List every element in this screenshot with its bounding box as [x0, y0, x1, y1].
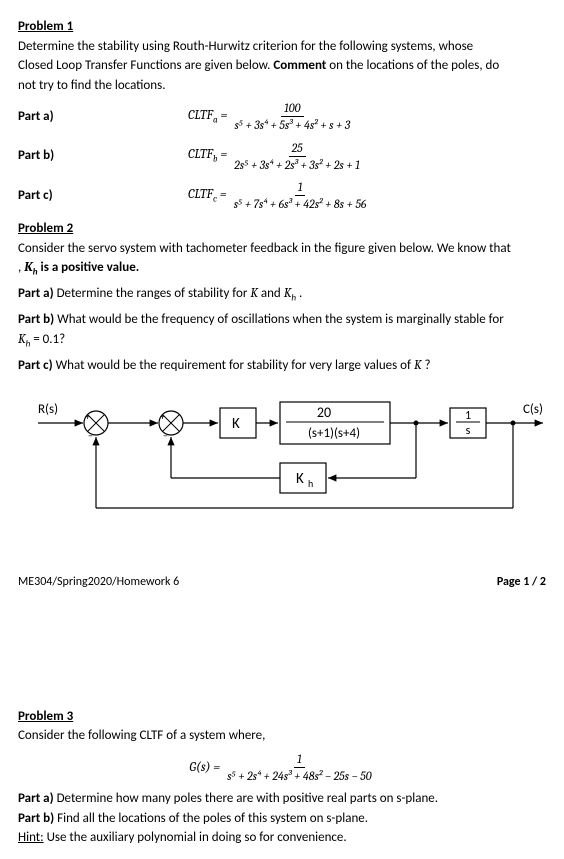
part-a-equation: CLTFa = 100 s⁵ + 3s⁴ + 5s³ + 4s² + s + 3: [188, 100, 353, 133]
problem3-title: Problem 3: [18, 708, 546, 726]
part-b-equation: CLTFb = 25 2s⁵ + 3s⁴ + 2s³ + 3s² + 2s + …: [188, 140, 363, 173]
part-c-label: Part c): [18, 187, 188, 205]
diagram-c-label: C(s): [523, 402, 543, 417]
problem3-part-a: Part a) Determine how many poles there a…: [18, 790, 546, 808]
cltf-c-sub: c: [213, 194, 217, 204]
p3b-pre: Part b): [18, 811, 57, 826]
problem2-part-a: Part a) Determine the ranges of stabilit…: [18, 285, 546, 305]
problem2-part-c: Part c) What would be the requirement fo…: [18, 357, 546, 375]
p2c-pre: Part c): [18, 358, 56, 373]
tf-den: (s+1)(s+4): [308, 426, 360, 441]
problem2-title: Problem 2: [18, 220, 546, 238]
part-b-label: Part b): [18, 147, 188, 165]
problem3-hint: Hint: Use the auxiliary polynomial in do…: [18, 829, 546, 847]
block-diagram-svg: R(s) + − + − K 20 (s+1)(s+4) 1 s C(s) K …: [18, 388, 546, 518]
problem2-line2: , Kh is a positive value.: [18, 259, 546, 279]
p3a-pre: Part a): [18, 791, 57, 806]
kh-block-sub: h: [308, 477, 313, 490]
problem1-intro2-suffix: on the locations of the poles, do: [326, 58, 499, 73]
p2b-kh: K: [18, 332, 26, 347]
cltf-b-num: 25: [289, 140, 306, 157]
problem2-part-b-line2: Kh = 0.1?: [18, 331, 546, 351]
diagram-r-label: R(s): [38, 402, 58, 417]
p3-num: 1: [294, 751, 305, 768]
problem3-intro: Consider the following CLTF of a system …: [18, 727, 546, 745]
p2b-text: What would be the frequency of oscillati…: [57, 312, 504, 327]
cltf-c-num: 1: [295, 179, 306, 196]
cltf-c-den: s⁵ + 7s⁴ + 6s³ + 42s² + 8s + 56: [231, 196, 370, 212]
p3-hint-pre: Hint:: [18, 830, 44, 845]
p3a-text: Determine how many poles there are with …: [57, 791, 439, 806]
part-c-equation: CLTFc = 1 s⁵ + 7s⁴ + 6s³ + 42s² + 8s + 5…: [188, 179, 369, 212]
svg-text:−: −: [163, 429, 168, 442]
p2a-pre: Part a): [18, 286, 57, 301]
problem1-intro-line2: Closed Loop Transfer Functions are given…: [18, 57, 546, 75]
p2a-and: and: [258, 286, 284, 301]
problem2-line1: Consider the servo system with tachomete…: [18, 240, 546, 258]
p2a-text: Determine the ranges of stability for: [57, 286, 251, 301]
p2b-eq: = 0.1?: [30, 332, 65, 347]
cltf-b-lhs: CLTF: [188, 147, 213, 162]
problem1-intro-line3: not try to find the locations.: [18, 77, 546, 95]
problem1-title: Problem 1: [18, 18, 546, 36]
problem3-equation: G(s) = 1 s⁵ + 2s⁴ + 24s³ + 48s² − 25s − …: [18, 751, 546, 784]
svg-text:+: +: [160, 410, 165, 423]
problem1-part-c: Part c) CLTFc = 1 s⁵ + 7s⁴ + 6s³ + 42s² …: [18, 179, 546, 212]
problem1-part-a: Part a) CLTFa = 100 s⁵ + 3s⁴ + 5s³ + 4s²…: [18, 100, 546, 133]
p2-l2-kh: K: [24, 260, 33, 275]
p2a-k: K: [250, 286, 258, 301]
footer-left: ME304/Spring2020/Homework 6: [18, 574, 179, 590]
cltf-a-den: s⁵ + 3s⁴ + 5s³ + 4s² + s + 3: [231, 117, 353, 133]
svg-text:−: −: [88, 429, 93, 442]
part-a-label: Part a): [18, 108, 188, 126]
p3-hint-text: Use the auxiliary polynomial in doing so…: [44, 830, 347, 845]
problem2-part-b: Part b) What would be the frequency of o…: [18, 311, 546, 329]
page-footer: ME304/Spring2020/Homework 6 Page 1 / 2: [18, 574, 546, 590]
cltf-b-den: 2s⁵ + 3s⁴ + 2s³ + 3s² + 2s + 1: [231, 157, 363, 173]
p2c-text: What would be the requirement for stabil…: [56, 358, 414, 373]
problem1-part-b: Part b) CLTFb = 25 2s⁵ + 3s⁴ + 2s³ + 3s²…: [18, 140, 546, 173]
problem3-part-b: Part b) Find all the locations of the po…: [18, 810, 546, 828]
p2c-k: K: [414, 358, 422, 373]
kh-block-label: K: [296, 470, 304, 488]
k-block-label: K: [232, 415, 240, 433]
p2c-end: ?: [422, 358, 431, 373]
block-diagram: R(s) + − + − K 20 (s+1)(s+4) 1 s C(s) K …: [18, 388, 546, 524]
p2-l2-post: is a positive value.: [38, 260, 140, 275]
p2b-pre: Part b): [18, 312, 57, 327]
problem1-intro-line1: Determine the stability using Routh-Hurw…: [18, 38, 546, 56]
integrator-num: 1: [465, 409, 471, 423]
integrator-den: s: [466, 424, 471, 438]
tf-num: 20: [317, 404, 331, 421]
svg-text:+: +: [85, 410, 90, 423]
p3-lhs: G(s) =: [189, 759, 220, 777]
cltf-a-sub: a: [213, 116, 218, 126]
cltf-a-lhs: CLTF: [188, 108, 213, 123]
footer-right: Page 1 / 2: [497, 574, 546, 590]
problem1-intro2-prefix: Closed Loop Transfer Functions are given…: [18, 58, 273, 73]
problem1-intro2-bold: Comment: [273, 58, 326, 73]
cltf-b-sub: b: [213, 155, 218, 165]
p3b-text: Find all the locations of the poles of t…: [57, 811, 368, 826]
cltf-a-num: 100: [281, 100, 303, 117]
p2a-end: .: [296, 286, 302, 301]
p3-den: s⁵ + 2s⁴ + 24s³ + 48s² − 25s − 50: [224, 768, 374, 784]
cltf-c-lhs: CLTF: [188, 187, 213, 202]
